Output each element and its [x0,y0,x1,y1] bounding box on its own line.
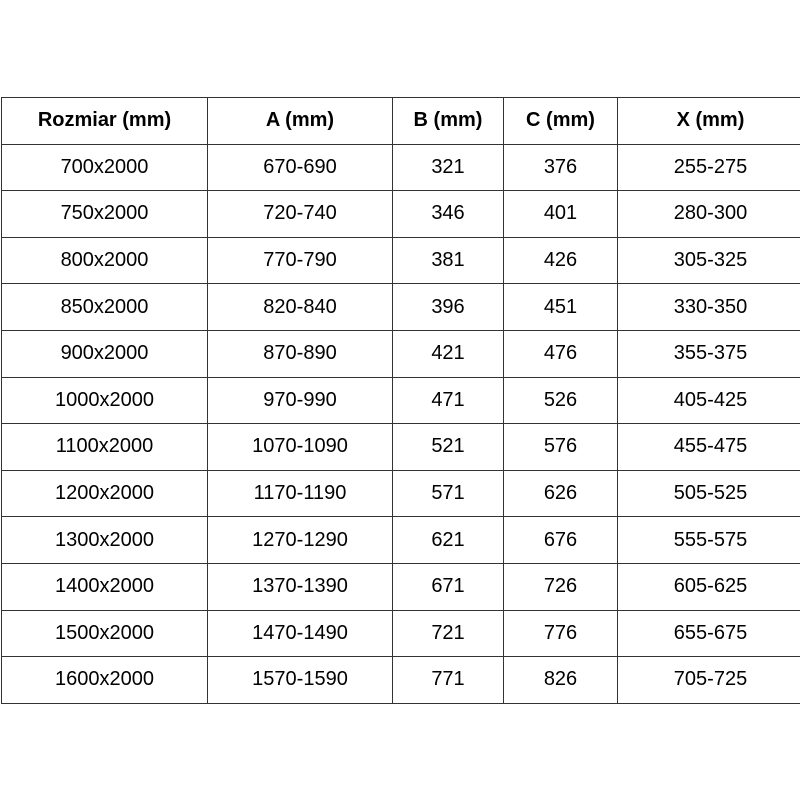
table-cell: 471 [392,376,504,425]
table-row: 1500x2000 1470-1490 721 776 655-675 [1,609,800,658]
table-cell: 1300x2000 [1,516,208,564]
table-cell: 401 [503,190,618,238]
table-cell: 1170-1190 [207,469,393,518]
dimensions-table: Rozmiar (mm) A (mm) B (mm) C (mm) X (mm) 700… [1,97,800,704]
table-cell: 255-275 [617,143,800,192]
table-cell: 850x2000 [1,283,208,331]
table-cell: 526 [503,376,618,425]
table-cell: 455-475 [617,423,800,471]
table-cell: 820-840 [207,283,393,331]
table-cell: 1600x2000 [1,656,208,704]
table-cell: 1500x2000 [1,609,208,658]
table-cell: 671 [392,562,504,611]
table-cell: 771 [392,656,504,704]
table-cell: 1000x2000 [1,376,208,425]
table-cell: 705-725 [617,656,800,704]
table-cell: 505-525 [617,469,800,518]
table-cell: 1400x2000 [1,562,208,611]
table-cell: 396 [392,283,504,331]
column-header: B (mm) [392,97,504,145]
table-cell: 405-425 [617,376,800,425]
table-cell: 1100x2000 [1,423,208,471]
table-cell: 321 [392,143,504,192]
table-cell: 476 [503,329,618,378]
table-row: 1100x2000 1070-1090 521 576 455-475 [1,423,800,471]
table-cell: 381 [392,236,504,285]
table-row: 800x2000 770-790 381 426 305-325 [1,236,800,285]
table-row: 1200x2000 1170-1190 571 626 505-525 [1,469,800,518]
table-cell: 900x2000 [1,329,208,378]
table-cell: 1200x2000 [1,469,208,518]
table-row: 750x2000 720-740 346 401 280-300 [1,190,800,238]
table-cell: 576 [503,423,618,471]
table-cell: 521 [392,423,504,471]
table-cell: 720-740 [207,190,393,238]
column-header: X (mm) [617,97,800,145]
table-cell: 750x2000 [1,190,208,238]
table-row: 1300x2000 1270-1290 621 676 555-575 [1,516,800,564]
table-row: 1000x2000 970-990 471 526 405-425 [1,376,800,425]
table-cell: 280-300 [617,190,800,238]
table-cell: 700x2000 [1,143,208,192]
column-header: Rozmiar (mm) [1,97,208,145]
table-cell: 1270-1290 [207,516,393,564]
table-cell: 571 [392,469,504,518]
table-cell: 626 [503,469,618,518]
table-row: 1400x2000 1370-1390 671 726 605-625 [1,562,800,611]
table-cell: 376 [503,143,618,192]
table-cell: 726 [503,562,618,611]
table-cell: 870-890 [207,329,393,378]
table-cell: 555-575 [617,516,800,564]
column-header: A (mm) [207,97,393,145]
table-cell: 605-625 [617,562,800,611]
table-cell: 1070-1090 [207,423,393,471]
table-cell: 676 [503,516,618,564]
table-cell: 621 [392,516,504,564]
table-header-row: Rozmiar (mm) A (mm) B (mm) C (mm) X (mm) [1,97,800,145]
table-row: 700x2000 670-690 321 376 255-275 [1,143,800,192]
table-cell: 305-325 [617,236,800,285]
table-cell: 970-990 [207,376,393,425]
table-cell: 721 [392,609,504,658]
column-header: C (mm) [503,97,618,145]
table-cell: 800x2000 [1,236,208,285]
table-row: 900x2000 870-890 421 476 355-375 [1,329,800,378]
table-cell: 1570-1590 [207,656,393,704]
table-cell: 776 [503,609,618,658]
table-cell: 770-790 [207,236,393,285]
table-cell: 1470-1490 [207,609,393,658]
table-cell: 1370-1390 [207,562,393,611]
table-cell: 346 [392,190,504,238]
table-cell: 670-690 [207,143,393,192]
table-row: 1600x2000 1570-1590 771 826 705-725 [1,656,800,704]
table-cell: 421 [392,329,504,378]
table-cell: 426 [503,236,618,285]
table-cell: 826 [503,656,618,704]
table-cell: 330-350 [617,283,800,331]
table-cell: 451 [503,283,618,331]
table-row: 850x2000 820-840 396 451 330-350 [1,283,800,331]
table-cell: 655-675 [617,609,800,658]
table-cell: 355-375 [617,329,800,378]
